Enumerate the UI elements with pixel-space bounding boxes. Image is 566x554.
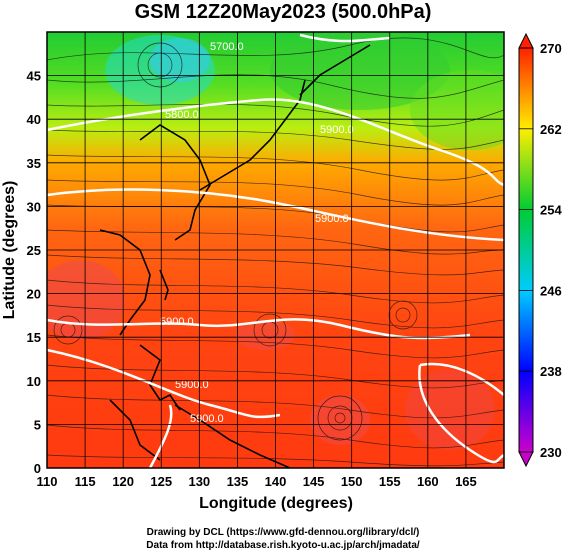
x-tick-label: 110 [37, 474, 58, 489]
colorbar-tick-label: 238 [540, 364, 562, 379]
contour-label: 5700.0 [210, 41, 244, 53]
x-tick-label: 140 [265, 474, 287, 489]
x-tick-label: 165 [455, 474, 477, 489]
contour-label: 5900.0 [160, 316, 194, 328]
x-axis-label: Longitude (degrees) [199, 495, 353, 512]
x-tick-label: 160 [417, 474, 439, 489]
x-tick-label: 135 [227, 474, 249, 489]
coastlines [99, 44, 371, 468]
y-axis-label: Latitude (degrees) [1, 181, 18, 320]
x-tick-label: 125 [150, 474, 172, 489]
colorbar-tick-label: 246 [540, 283, 562, 298]
y-tick-label: 35 [27, 156, 41, 171]
y-tick-label: 40 [27, 112, 41, 127]
streamlines [47, 37, 504, 467]
y-tick-label: 10 [27, 374, 41, 389]
credit-data-source: Data from http://database.rish.kyoto-u.a… [146, 540, 420, 551]
x-tick-label: 155 [379, 474, 401, 489]
colorbar-tick-label: 270 [540, 41, 562, 56]
contour-label: 5900.0 [315, 213, 349, 225]
field-shading: 5900.0 5900.0 5900.0 5900.0 5900.0 5700.… [47, 32, 504, 468]
contour-label: 5900.0 [190, 413, 224, 425]
colorbar-tick-label: 230 [540, 445, 562, 460]
contour-label: 5900.0 [320, 124, 354, 136]
contour-label: 5800.0 [165, 109, 199, 121]
x-tick-label: 120 [112, 474, 134, 489]
y-tick-label: 15 [27, 330, 41, 345]
y-tick-label: 5 [34, 417, 41, 432]
colorbar: 230 238 246 254 262 270 [518, 32, 562, 468]
colorbar-scale [518, 47, 534, 453]
map-title: GSM 12Z20May2023 (500.0hPa) [134, 1, 432, 23]
credit-drawing: Drawing by DCL (https://www.gfd-dennou.o… [146, 527, 420, 538]
contour-labels: 5900.0 5900.0 5900.0 5900.0 5900.0 5700.… [160, 41, 354, 425]
y-tick-labels: 0 5 10 15 20 25 30 35 40 45 [27, 69, 41, 476]
y-tick-label: 45 [27, 69, 41, 84]
plot-frame [46, 31, 505, 469]
y-tick-label: 0 [34, 461, 41, 476]
colorbar-tick-label: 262 [540, 122, 562, 137]
colorbar-tick-label: 254 [540, 203, 562, 218]
x-tick-label: 150 [341, 474, 363, 489]
x-tick-labels: 110 115 120 125 130 135 140 145 150 155 160 165 [37, 474, 477, 489]
x-tick-label: 115 [75, 474, 96, 489]
y-tick-label: 25 [27, 243, 41, 258]
colorbar-bottom-arrow [518, 451, 534, 468]
x-tick-label: 130 [188, 474, 210, 489]
x-tick-label: 145 [303, 474, 325, 489]
y-tick-label: 30 [27, 199, 41, 214]
y-tick-label: 20 [27, 287, 41, 302]
contour-label: 5900.0 [175, 379, 209, 391]
colorbar-top-arrow [518, 32, 534, 49]
